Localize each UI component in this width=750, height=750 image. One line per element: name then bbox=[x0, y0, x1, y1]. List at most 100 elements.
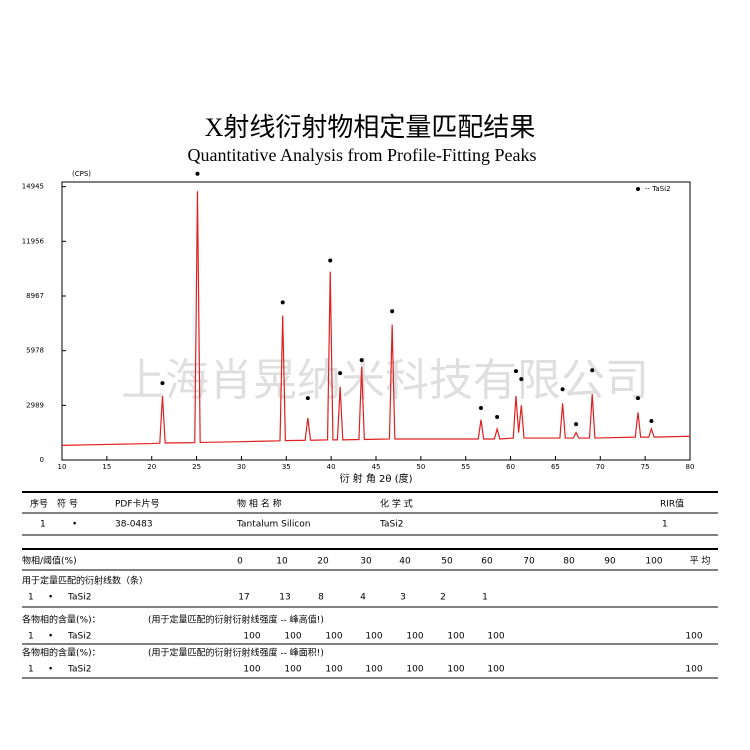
row-index: 1 bbox=[28, 593, 34, 603]
section-note: (用于定量匹配的衍射衍射线强度 -- 峰高值!) bbox=[148, 614, 324, 626]
table-cell: 100 bbox=[487, 665, 504, 675]
peak-marker bbox=[649, 419, 654, 424]
x-tick-label: 30 bbox=[237, 463, 246, 471]
x-tick-label: 75 bbox=[641, 463, 650, 471]
peak-marker bbox=[280, 300, 285, 305]
table-header: 符 号 bbox=[57, 498, 78, 510]
legend-marker bbox=[636, 187, 640, 191]
table-cell: 100 bbox=[487, 632, 504, 642]
table-cell: 100 bbox=[243, 665, 260, 675]
table-cell: 38-0483 bbox=[115, 520, 153, 530]
row-symbol: • bbox=[48, 665, 53, 675]
peak-marker bbox=[390, 309, 395, 314]
peak-marker bbox=[478, 406, 483, 411]
table-cell: 100 bbox=[365, 632, 382, 642]
x-tick-label: 40 bbox=[327, 463, 336, 471]
legend-label: -- TaSi2 bbox=[645, 185, 671, 193]
y-tick-label: 14945 bbox=[22, 183, 44, 191]
row-symbol: • bbox=[48, 593, 53, 603]
table-cell: 100 bbox=[325, 665, 342, 675]
x-tick-label: 60 bbox=[506, 463, 515, 471]
table-cell: 13 bbox=[279, 593, 290, 603]
table-cell: 100 bbox=[406, 632, 423, 642]
peak-marker bbox=[338, 371, 343, 376]
table-header: 化 学 式 bbox=[380, 498, 413, 510]
x-tick-label: 15 bbox=[102, 463, 111, 471]
peak-marker bbox=[195, 171, 200, 176]
row-phase: TaSi2 bbox=[67, 593, 91, 603]
x-tick-label: 25 bbox=[192, 463, 201, 471]
table-cell: 100 bbox=[406, 665, 423, 675]
x-tick-label: 55 bbox=[461, 463, 470, 471]
table-cell: 100 bbox=[325, 632, 342, 642]
peak-marker bbox=[359, 358, 364, 363]
table-cell: 1 bbox=[482, 593, 488, 603]
row-phase: TaSi2 bbox=[67, 665, 91, 675]
peak-marker bbox=[328, 258, 333, 263]
peak-marker bbox=[560, 387, 565, 392]
threshold: 100 bbox=[645, 557, 662, 567]
peak-marker bbox=[160, 381, 165, 386]
table-cell: 3 bbox=[400, 593, 406, 603]
y-tick-label: 8967 bbox=[26, 292, 44, 300]
table-cell: 100 bbox=[447, 665, 464, 675]
table-cell: 1 bbox=[40, 520, 46, 530]
y-tick-label: 2989 bbox=[26, 401, 44, 409]
table-cell: 4 bbox=[360, 593, 366, 603]
threshold: 40 bbox=[399, 557, 411, 567]
x-tick-label: 10 bbox=[58, 463, 67, 471]
section-note: (用于定量匹配的衍射衍射线强度 -- 峰面积!) bbox=[148, 647, 324, 659]
threshold: 10 bbox=[276, 557, 288, 567]
threshold: 50 bbox=[441, 557, 453, 567]
table-cell: 17 bbox=[238, 593, 249, 603]
x-tick-label: 70 bbox=[596, 463, 605, 471]
row-label: 物相/阈值(%) bbox=[22, 555, 77, 567]
peak-marker bbox=[519, 377, 524, 382]
table-rules bbox=[22, 491, 718, 679]
row-phase: TaSi2 bbox=[67, 632, 91, 642]
x-tick-label: 35 bbox=[282, 463, 291, 471]
table-header: PDF卡片号 bbox=[115, 498, 160, 510]
diffraction-line bbox=[61, 191, 691, 446]
table-cell: • bbox=[72, 520, 77, 530]
peak-marker bbox=[635, 396, 640, 401]
chart-subtitle: Quantitative Analysis from Profile-Fitti… bbox=[188, 145, 537, 165]
threshold: 20 bbox=[317, 557, 329, 567]
table-cell: 100 bbox=[284, 632, 301, 642]
row-index: 1 bbox=[28, 632, 34, 642]
threshold: 0 bbox=[237, 557, 243, 567]
average: 100 bbox=[685, 632, 702, 642]
table-cell: 100 bbox=[284, 665, 301, 675]
chart-title: X射线衍射物相定量匹配结果 bbox=[205, 113, 536, 142]
threshold: 80 bbox=[563, 557, 575, 567]
average: 100 bbox=[685, 665, 702, 675]
table-cell: 2 bbox=[440, 593, 446, 603]
table-header: 序号 bbox=[30, 498, 48, 510]
x-tick-label: 20 bbox=[147, 463, 156, 471]
average-label: 平 均 bbox=[690, 555, 711, 567]
peak-marker bbox=[305, 396, 310, 401]
y-tick-label: 0 bbox=[40, 456, 44, 464]
table-cell: 100 bbox=[365, 665, 382, 675]
x-axis-label: 衍 射 角 2θ (度) bbox=[340, 472, 413, 485]
table-header: 物 相 名 称 bbox=[237, 498, 282, 510]
row-index: 1 bbox=[28, 665, 34, 675]
threshold: 60 bbox=[481, 557, 493, 567]
table-cell: 8 bbox=[318, 593, 324, 603]
table-cell: 100 bbox=[243, 632, 260, 642]
threshold: 30 bbox=[360, 557, 372, 567]
x-tick-label: 80 bbox=[686, 463, 695, 471]
peak-marker bbox=[590, 368, 595, 373]
table-cell: 1 bbox=[662, 520, 668, 530]
threshold: 70 bbox=[523, 557, 535, 567]
section-title: 各物相的含量(%)： bbox=[22, 614, 101, 626]
x-tick-label: 65 bbox=[551, 463, 560, 471]
y-tick-label: 11956 bbox=[22, 237, 45, 245]
section-title: 各物相的含量(%)： bbox=[22, 647, 101, 659]
table-header: RIR值 bbox=[660, 498, 684, 510]
table-cell: TaSi2 bbox=[379, 520, 403, 530]
row-symbol: • bbox=[48, 632, 53, 642]
